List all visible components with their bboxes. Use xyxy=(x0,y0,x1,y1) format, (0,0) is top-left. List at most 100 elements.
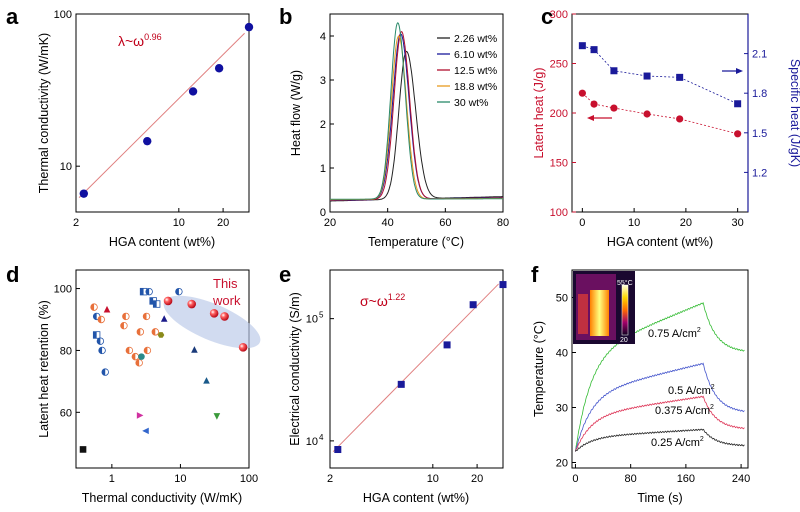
ref-point-halfcircle-fill xyxy=(143,313,147,320)
latent-heat-point xyxy=(734,130,742,138)
b-xtick-label: 40 xyxy=(382,217,394,229)
b-xtick-label: 80 xyxy=(497,217,509,229)
xlabel-a: HGA content (wt%) xyxy=(109,235,215,249)
c-ytick-label-right: 1.5 xyxy=(752,128,767,140)
axes-frame-b xyxy=(329,13,504,213)
ref-point-halfsquare-fill xyxy=(153,300,157,308)
points-e xyxy=(334,281,507,454)
this-work-points xyxy=(163,296,248,352)
series-line-latent-heat xyxy=(582,92,738,135)
legend-label: 12.5 wt% xyxy=(454,65,497,77)
latent-heat-point xyxy=(578,89,586,97)
legend-label: 2.26 wt% xyxy=(454,33,497,45)
ref-point-halfcircle-fill xyxy=(144,347,148,354)
specific-heat-point xyxy=(676,73,684,81)
c-ytick-label-left: 300 xyxy=(550,9,568,21)
ref-point-halfcircle-fill xyxy=(98,347,103,354)
ref-point-triangle-up xyxy=(203,377,210,384)
data-point-e xyxy=(397,380,405,388)
c-ytick-label-left: 150 xyxy=(550,158,568,170)
latent-heat-point xyxy=(643,110,651,118)
b-xtick-label: 20 xyxy=(324,217,336,229)
panel-d: d 1 10 100 60 80 100 This work Thermal conduc… xyxy=(6,262,261,505)
latent-heat-point xyxy=(610,104,618,112)
annotation-this: This xyxy=(213,276,238,291)
series-label-sup: 2 xyxy=(700,436,704,443)
ir-colorbar-max: 55°C xyxy=(617,279,633,287)
e-xtick-label: 20 xyxy=(471,473,483,485)
ref-point-halfcircle-fill xyxy=(93,313,97,320)
annotation-work: work xyxy=(212,293,241,308)
c-ytick-label-left: 100 xyxy=(550,207,568,219)
data-point-e xyxy=(499,281,507,289)
specific-heat-point xyxy=(578,42,586,50)
ylabel-left-c: Latent heat (J/g) xyxy=(532,67,546,158)
c-ytick-label-left: 200 xyxy=(550,108,568,120)
b-ytick-label: 0 xyxy=(320,207,326,219)
ticks-a: 2 10 20 10 100 xyxy=(54,9,230,229)
a-xtick-label: 2 xyxy=(73,217,79,229)
c-ytick-label-right: 1.8 xyxy=(752,88,767,100)
ref-point-hexagon xyxy=(157,332,165,338)
series-label: 0.5 A/cm2 xyxy=(668,384,715,397)
panel-label-b: b xyxy=(279,4,292,29)
data-point-e xyxy=(469,301,477,309)
e-ytick-label: 10 xyxy=(306,314,318,326)
fit-line-a xyxy=(78,32,245,198)
fit-equation-e: σ~ω1.22 xyxy=(360,292,405,309)
legend-label: 6.10 wt% xyxy=(454,49,497,61)
f-xtick-label: 80 xyxy=(625,473,637,485)
latent-heat-point xyxy=(590,100,598,108)
f-xtick-label: 0 xyxy=(572,473,578,485)
e-ytick-label: 10 xyxy=(306,436,318,448)
inset-ir-image: 55°C 20 xyxy=(573,271,635,344)
points-a xyxy=(79,22,254,198)
xlabel-b: Temperature (°C) xyxy=(368,235,464,249)
latent-heat-arrowhead xyxy=(587,115,594,121)
ref-point-triangle-down xyxy=(213,413,221,420)
specific-heat-point xyxy=(610,67,618,75)
ref-point-halfsquare-fill xyxy=(93,331,97,339)
ref-point-halfcircle-fill xyxy=(152,328,156,336)
series-c xyxy=(578,42,742,138)
ref-point-triangle-right xyxy=(136,412,144,419)
series-labels-f: 0.75 A/cm2 0.5 A/cm2 0.375 A/cm2 0.25 A/cm2 xyxy=(648,327,715,449)
d-ytick-label: 60 xyxy=(60,407,72,419)
xlabel-e: HGA content (wt%) xyxy=(363,491,469,505)
ref-point-halfsquare-fill xyxy=(140,288,144,295)
series-lines-f xyxy=(575,301,745,452)
temperature-curve xyxy=(575,301,745,452)
c-xtick-label: 0 xyxy=(579,217,585,229)
ylabel-b: Heat flow (W/g) xyxy=(289,70,303,156)
dsc-curve xyxy=(330,22,503,200)
panel-label-d: d xyxy=(6,262,19,287)
data-point-a xyxy=(143,136,152,146)
ir-electrode xyxy=(578,294,588,334)
a-xtick-label: 20 xyxy=(217,217,229,229)
series-lines-b xyxy=(329,22,503,202)
ylabel-a: Thermal conductivity (W/mK) xyxy=(37,33,51,193)
panel-label-a: a xyxy=(6,4,19,29)
f-ytick-label: 50 xyxy=(556,293,568,305)
ref-point-circle xyxy=(138,353,145,360)
this-work-point xyxy=(209,309,219,318)
e-xtick-label: 10 xyxy=(427,473,439,485)
ref-point-halfcircle-fill xyxy=(101,368,106,376)
ref-point-halfcircle-fill xyxy=(132,353,136,360)
d-xtick-label: 100 xyxy=(240,473,258,485)
xlabel-c: HGA content (wt%) xyxy=(607,235,713,249)
series-label-sup: 2 xyxy=(710,404,714,411)
series-label-sup: 2 xyxy=(697,327,701,334)
b-ytick-label: 2 xyxy=(320,119,326,131)
f-xtick-label: 240 xyxy=(732,473,750,485)
ref-point-halfcircle-fill xyxy=(90,303,95,311)
a-ytick-label: 100 xyxy=(54,9,72,21)
f-ytick-label: 20 xyxy=(556,458,568,470)
axes-frame-d xyxy=(75,269,250,469)
this-work-point xyxy=(220,312,229,321)
d-xtick-label: 1 xyxy=(109,473,115,485)
ir-colorbar xyxy=(621,284,629,336)
ticks-c: 0 10 20 30 100 150 200 250 300 1.2 1.5 1.8 2.1 xyxy=(550,9,768,229)
